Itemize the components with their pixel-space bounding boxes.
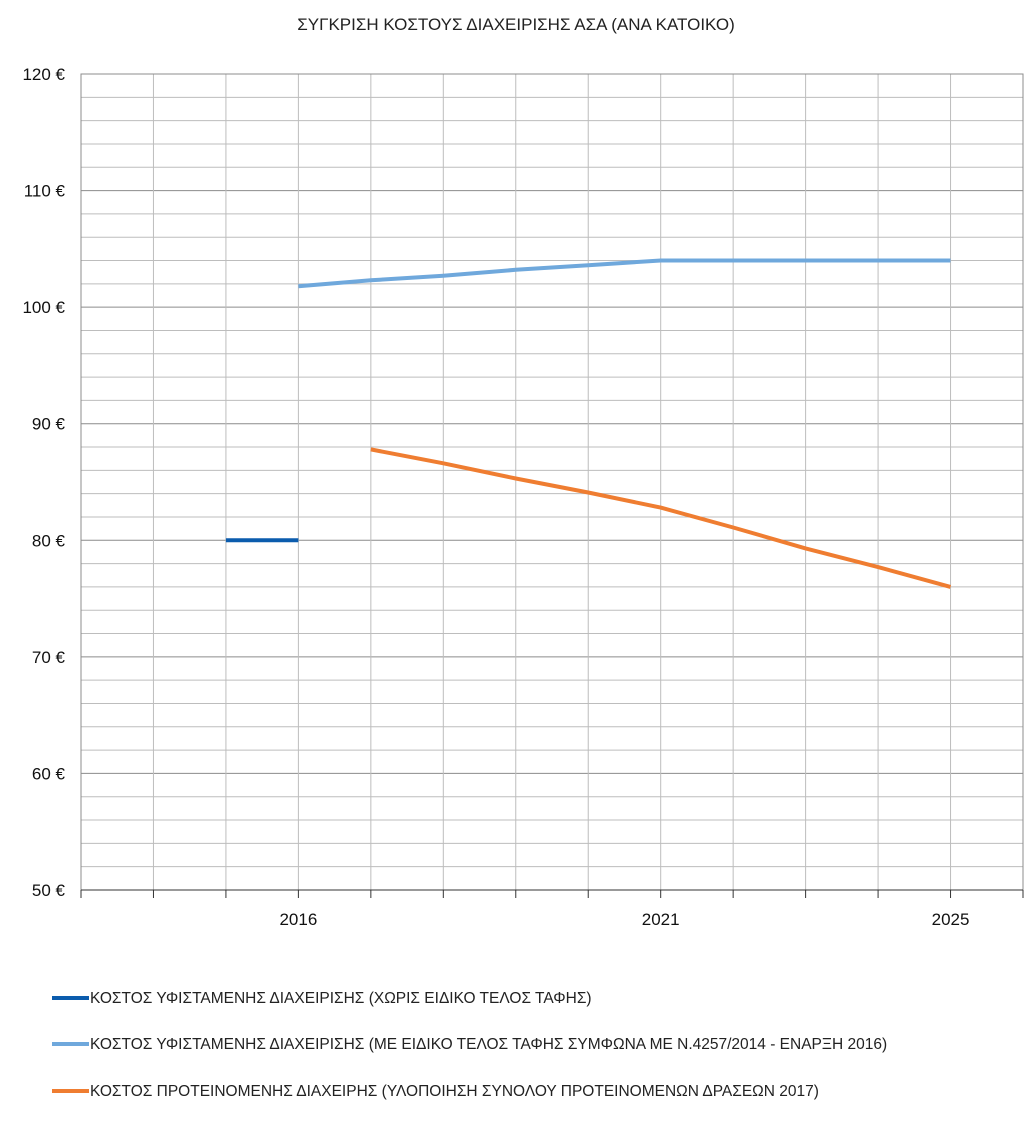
y-tick-label: 60 € bbox=[32, 764, 66, 783]
legend-entry-3: ΚΟΣΤΟΣ ΠΡΟΤΕΙΝΟΜΕΝΗΣ ΔΙΑΧΕΙΡΗΣ (ΥΛΟΠΟΙΗΣ… bbox=[52, 1083, 819, 1100]
y-tick-label: 50 € bbox=[32, 881, 66, 900]
legend: ΚΟΣΤΟΣ ΥΦΙΣΤΑΜΕΝΗΣ ΔΙΑΧΕΙΡΙΣΗΣ (ΧΩΡΙΣ ΕΙ… bbox=[52, 990, 887, 1100]
series-line-3 bbox=[370, 447, 952, 589]
x-tick-label: 2021 bbox=[642, 910, 680, 929]
legend-label-3: ΚΟΣΤΟΣ ΠΡΟΤΕΙΝΟΜΕΝΗΣ ΔΙΑΧΕΙΡΗΣ (ΥΛΟΠΟΙΗΣ… bbox=[90, 1083, 819, 1100]
x-tick-label: 2025 bbox=[932, 910, 970, 929]
series-line-2 bbox=[298, 258, 951, 289]
series bbox=[225, 258, 952, 589]
y-tick-label: 70 € bbox=[32, 648, 66, 667]
grid bbox=[81, 73, 1023, 891]
y-tick-label: 80 € bbox=[32, 531, 66, 550]
y-tick-label: 110 € bbox=[24, 182, 66, 201]
legend-entry-2: ΚΟΣΤΟΣ ΥΦΙΣΤΑΜΕΝΗΣ ΔΙΑΧΕΙΡΙΣΗΣ (ΜΕ ΕΙΔΙΚ… bbox=[52, 1036, 887, 1053]
legend-entry-1: ΚΟΣΤΟΣ ΥΦΙΣΤΑΜΕΝΗΣ ΔΙΑΧΕΙΡΙΣΗΣ (ΧΩΡΙΣ ΕΙ… bbox=[52, 990, 592, 1007]
y-tick-label: 120 € bbox=[22, 65, 65, 84]
axes: 50 € 60 € 70 € 80 € 90 € 100 € 110 € 120 € 2016 2… bbox=[22, 65, 1024, 929]
legend-label-2: ΚΟΣΤΟΣ ΥΦΙΣΤΑΜΕΝΗΣ ΔΙΑΧΕΙΡΙΣΗΣ (ΜΕ ΕΙΔΙΚ… bbox=[90, 1036, 887, 1053]
y-tick-label: 90 € bbox=[32, 415, 66, 434]
y-tick-label: 100 € bbox=[22, 298, 65, 317]
chart-title: ΣΥΓΚΡΙΣΗ ΚΟΣΤΟΥΣ ΔΙΑΧΕΙΡΙΣΗΣ ΑΣΑ (ΑΝΑ ΚΑ… bbox=[297, 15, 735, 34]
x-tick-label: 2016 bbox=[279, 910, 317, 929]
legend-label-1: ΚΟΣΤΟΣ ΥΦΙΣΤΑΜΕΝΗΣ ΔΙΑΧΕΙΡΙΣΗΣ (ΧΩΡΙΣ ΕΙ… bbox=[90, 990, 592, 1007]
plot-border bbox=[80, 73, 1024, 891]
